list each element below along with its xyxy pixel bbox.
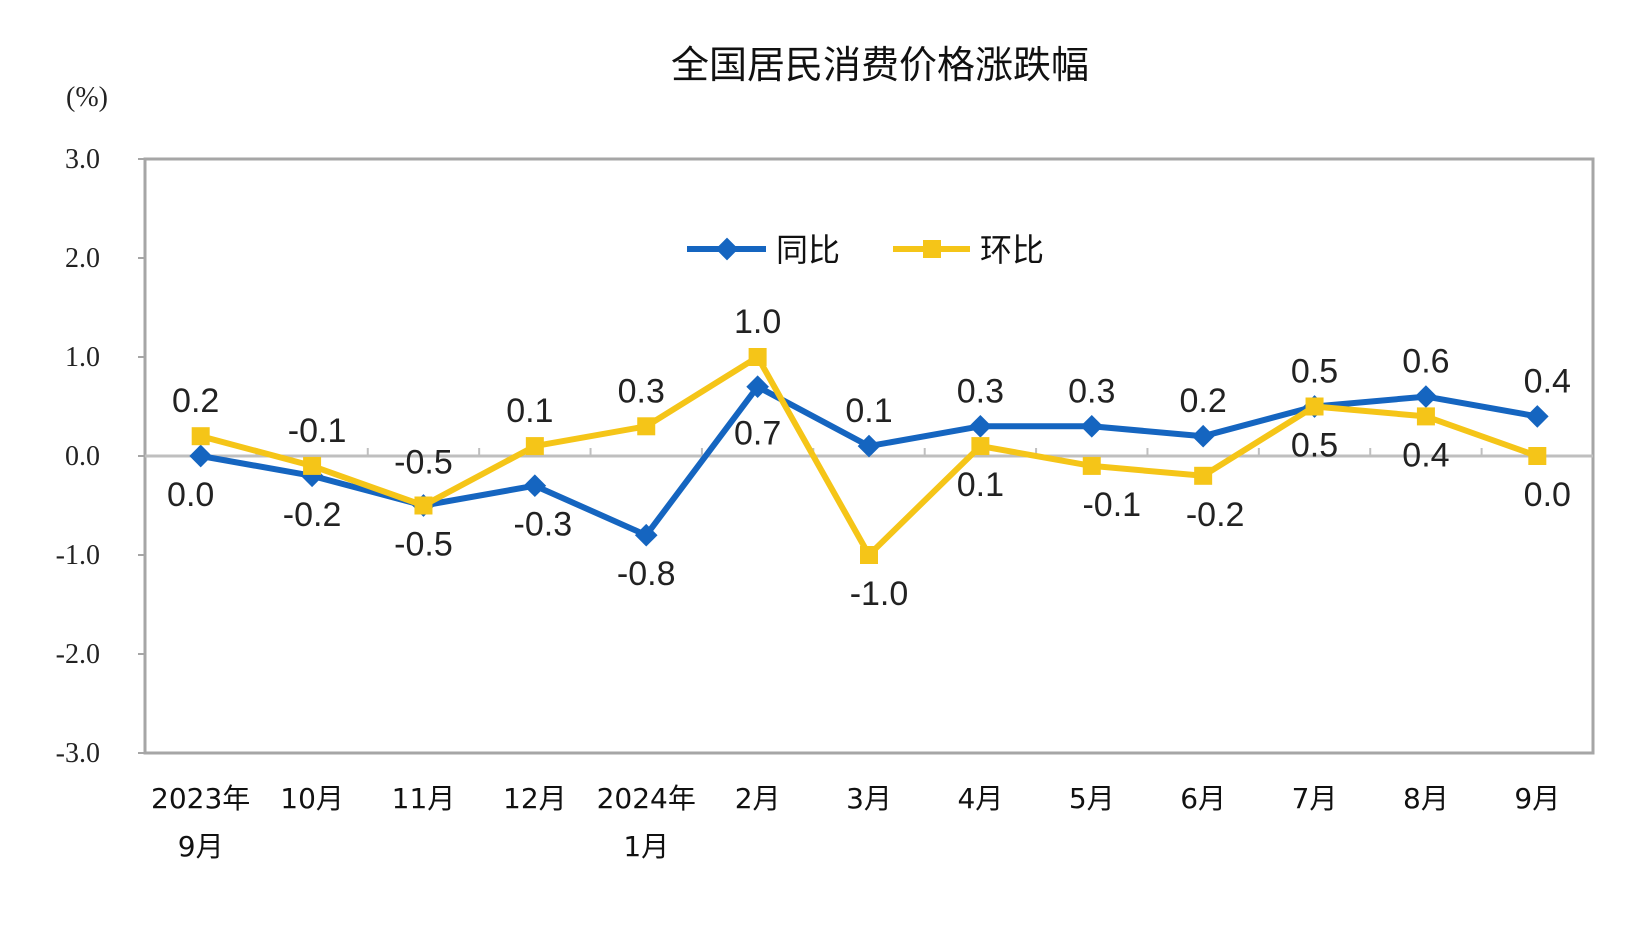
- mom-point-marker: [1528, 447, 1547, 465]
- mom-point-marker: [191, 427, 210, 446]
- yoy-data-label: 0.3: [957, 372, 1004, 410]
- x-tick-label: 7月: [1292, 782, 1338, 815]
- mom-point-marker: [971, 437, 990, 456]
- legend-yoy-diamond-icon: [715, 237, 739, 261]
- mom-point-marker: [1194, 466, 1213, 485]
- yoy-data-label: 0.3: [1068, 372, 1115, 410]
- yoy-point-marker: [1191, 424, 1215, 448]
- mom-point-marker: [414, 496, 433, 515]
- y-tick-label: -3.0: [56, 738, 100, 769]
- yoy-data-label: 0.7: [734, 415, 781, 453]
- yoy-point-marker: [189, 444, 213, 468]
- legend-mom-label: 环比: [980, 231, 1044, 269]
- mom-point-marker: [860, 546, 878, 564]
- y-tick-label: 3.0: [65, 144, 100, 175]
- mom-point-marker: [748, 348, 767, 366]
- mom-point-marker: [637, 417, 656, 436]
- x-tick-label: 2024年: [597, 782, 696, 815]
- x-tick-label: 6月: [1180, 782, 1226, 815]
- mom-data-label: 1.0: [734, 303, 781, 341]
- mom-data-label: -0.2: [1186, 496, 1245, 534]
- yoy-point-marker: [523, 474, 547, 498]
- y-axis-unit: (%): [66, 82, 108, 113]
- mom-point-marker: [303, 456, 322, 475]
- x-tick-label: 2023年: [151, 782, 250, 815]
- mom-data-label: -0.1: [288, 412, 347, 450]
- yoy-point-marker: [1080, 414, 1104, 438]
- mom-data-label: 0.2: [172, 382, 219, 420]
- yoy-data-label: 0.6: [1402, 343, 1449, 381]
- legend-mom-square-icon: [923, 240, 941, 258]
- yoy-point-marker: [1525, 405, 1549, 428]
- x-tick-label: 11月: [392, 782, 456, 815]
- mom-point-marker: [1082, 456, 1101, 475]
- yoy-point-marker: [1414, 385, 1438, 408]
- mom-point-marker: [1305, 397, 1324, 416]
- mom-data-label: 0.3: [618, 372, 665, 410]
- y-tick-label: 2.0: [65, 243, 100, 274]
- yoy-point-marker: [857, 434, 881, 458]
- x-tick-label: 12月: [503, 782, 567, 815]
- mom-data-label: -0.1: [1082, 486, 1141, 524]
- yoy-data-label: 0.1: [845, 392, 892, 430]
- x-tick-label: 10月: [280, 782, 344, 815]
- x-tick-label: 8月: [1403, 782, 1449, 815]
- mom-data-label: 0.4: [1402, 436, 1449, 474]
- x-tick-label: 1月: [623, 830, 669, 863]
- mom-data-label: -1.0: [850, 575, 909, 613]
- yoy-data-label: 0.5: [1291, 353, 1338, 391]
- x-tick-label: 3月: [846, 782, 892, 815]
- chart-title: 全国居民消费价格涨跌幅: [671, 43, 1089, 87]
- yoy-data-label: -0.8: [617, 555, 676, 593]
- yoy-data-label: -0.3: [514, 506, 573, 544]
- x-tick-label: 2月: [735, 782, 781, 815]
- y-tick-label: -1.0: [56, 540, 100, 571]
- y-tick-label: 1.0: [65, 342, 100, 373]
- x-tick-label: 5月: [1069, 782, 1115, 815]
- yoy-data-label: 0.0: [167, 476, 214, 514]
- yoy-data-label: 0.2: [1180, 382, 1227, 420]
- x-tick-label: 9月: [178, 830, 224, 863]
- mom-data-label: 0.1: [957, 466, 1004, 504]
- x-tick-label: 4月: [957, 782, 1003, 815]
- mom-point-marker: [1416, 407, 1435, 426]
- yoy-data-label: 0.4: [1524, 362, 1571, 400]
- yoy-point-marker: [969, 414, 992, 438]
- legend-yoy-label: 同比: [776, 231, 840, 269]
- mom-data-label: 0.1: [506, 392, 553, 430]
- legend: 同比 环比: [687, 231, 1044, 269]
- mom-data-label: -0.5: [394, 444, 453, 482]
- mom-point-marker: [525, 437, 544, 456]
- mom-data-label: 0.0: [1524, 476, 1571, 514]
- mom-data-label: 0.5: [1291, 427, 1338, 465]
- yoy-data-label: -0.2: [283, 496, 342, 534]
- yoy-point-marker: [634, 523, 658, 547]
- y-tick-label: -2.0: [56, 639, 100, 670]
- y-tick-label: 0.0: [65, 441, 100, 472]
- x-tick-label: 9月: [1514, 782, 1560, 815]
- yoy-data-label: -0.5: [394, 526, 453, 564]
- yoy-point-marker: [746, 375, 769, 399]
